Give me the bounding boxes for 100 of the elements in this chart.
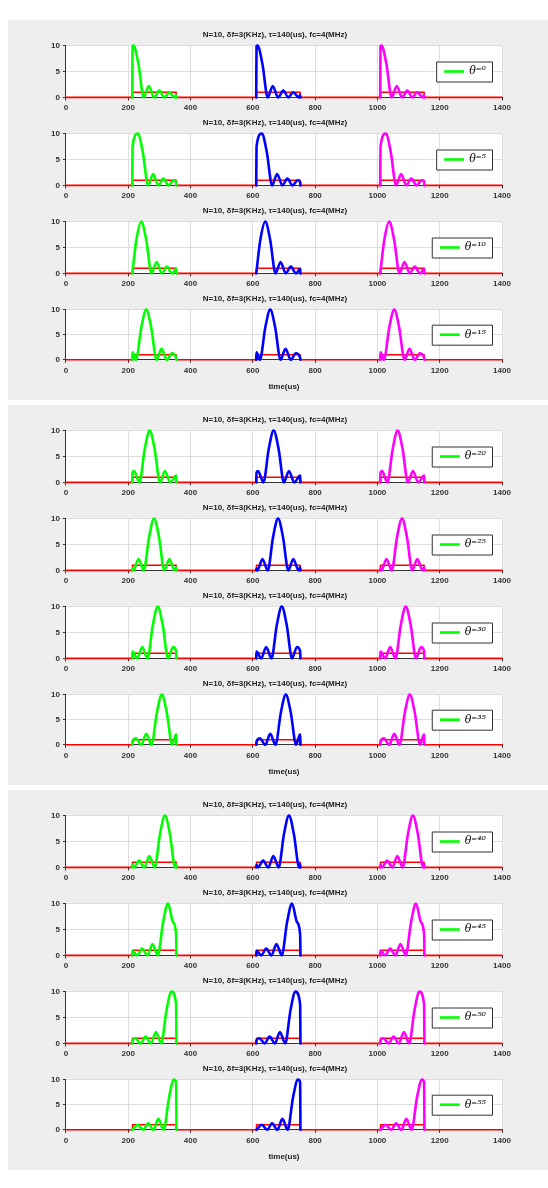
x-tick-label: 600 bbox=[246, 873, 261, 883]
x-tick-label: 400 bbox=[183, 576, 198, 586]
x-tick-label: 1200 bbox=[430, 1135, 450, 1145]
y-tick-label: 5 bbox=[55, 627, 61, 637]
line-series bbox=[378, 902, 426, 957]
x-tick-label: 800 bbox=[308, 1049, 323, 1059]
y-tick-label: 5 bbox=[55, 154, 61, 164]
x-tick-label: 800 bbox=[308, 576, 323, 586]
x-axis-title: time(us) bbox=[268, 1152, 300, 1162]
x-axis-title: time(us) bbox=[268, 767, 300, 777]
legend-label: θ⁼⁵⁰ bbox=[464, 1010, 487, 1024]
y-tick-label: 10 bbox=[50, 513, 61, 523]
legend-label: θ⁼¹⁰ bbox=[464, 240, 487, 254]
x-tick-label: 1400 bbox=[493, 664, 512, 674]
chart-title: N=10, δf=3(KHz), τ=140(us), fc=4(MHz) bbox=[202, 800, 348, 809]
y-tick-label: 0 bbox=[55, 950, 61, 960]
y-tick-label: 5 bbox=[55, 242, 61, 252]
x-tick-label: 1000 bbox=[368, 191, 387, 201]
x-tick-label: 1000 bbox=[368, 1049, 387, 1059]
line-series bbox=[130, 517, 178, 572]
chart-title: N=10, δf=3(KHz), τ=140(us), fc=4(MHz) bbox=[202, 679, 348, 688]
chart-title: N=10, δf=3(KHz), τ=140(us), fc=4(MHz) bbox=[202, 503, 348, 512]
y-tick-label: 0 bbox=[55, 180, 61, 190]
y-tick-label: 5 bbox=[55, 836, 61, 846]
y-tick-label: 0 bbox=[55, 268, 61, 278]
line-series bbox=[130, 429, 178, 484]
x-tick-label: 200 bbox=[121, 873, 136, 883]
chart-title: N=10, δf=3(KHz), τ=140(us), fc=4(MHz) bbox=[202, 1064, 348, 1073]
y-tick-label: 5 bbox=[55, 66, 61, 76]
x-tick-label: 600 bbox=[246, 103, 261, 113]
y-tick-label: 5 bbox=[55, 539, 61, 549]
x-tick-label: 600 bbox=[246, 1135, 261, 1145]
y-tick-label: 10 bbox=[50, 1074, 61, 1084]
x-tick-label: 200 bbox=[121, 488, 136, 498]
x-tick-label: 0 bbox=[63, 488, 69, 498]
x-tick-label: 1000 bbox=[368, 1135, 387, 1145]
x-tick-label: 400 bbox=[183, 961, 198, 971]
x-tick-label: 800 bbox=[308, 365, 323, 375]
x-tick-label: 1000 bbox=[368, 365, 387, 375]
x-tick-label: 200 bbox=[121, 1049, 136, 1059]
chart-title: N=10, δf=3(KHz), τ=140(us), fc=4(MHz) bbox=[202, 888, 348, 897]
x-tick-label: 0 bbox=[63, 103, 69, 113]
line-series bbox=[130, 44, 178, 99]
line-series bbox=[254, 605, 302, 660]
y-tick-label: 5 bbox=[55, 451, 61, 461]
x-tick-label: 1200 bbox=[430, 664, 450, 674]
y-tick-label: 5 bbox=[55, 714, 61, 724]
legend-label: θ⁼³⁰ bbox=[464, 625, 487, 639]
x-tick-label: 200 bbox=[121, 750, 136, 760]
y-tick-label: 5 bbox=[55, 1012, 61, 1022]
x-tick-label: 1000 bbox=[368, 103, 387, 113]
line-series bbox=[378, 814, 426, 869]
y-tick-label: 0 bbox=[55, 565, 61, 575]
x-tick-label: 800 bbox=[308, 191, 323, 201]
x-tick-label: 600 bbox=[246, 664, 261, 674]
y-tick-label: 10 bbox=[50, 128, 61, 138]
x-axis-title: time(us) bbox=[268, 382, 300, 392]
line-series bbox=[254, 517, 302, 572]
x-tick-label: 1400 bbox=[493, 873, 512, 883]
y-tick-label: 10 bbox=[50, 810, 61, 820]
x-tick-label: 200 bbox=[121, 279, 136, 289]
y-tick-label: 5 bbox=[55, 329, 61, 339]
x-tick-label: 200 bbox=[121, 1135, 136, 1145]
line-series bbox=[130, 902, 178, 957]
y-tick-label: 5 bbox=[55, 1099, 61, 1109]
y-tick-label: 0 bbox=[55, 355, 61, 364]
x-tick-label: 600 bbox=[246, 191, 261, 201]
x-tick-label: 600 bbox=[246, 279, 261, 289]
x-tick-label: 0 bbox=[63, 1049, 69, 1059]
legend-label: θ⁼⁴⁰ bbox=[464, 834, 487, 848]
x-tick-label: 1200 bbox=[430, 279, 450, 289]
x-tick-label: 1000 bbox=[368, 873, 387, 883]
line-series bbox=[378, 990, 426, 1045]
x-tick-label: 200 bbox=[121, 103, 136, 113]
x-tick-label: 200 bbox=[121, 191, 136, 201]
x-tick-label: 1400 bbox=[493, 103, 512, 113]
chart-title: N=10, δf=3(KHz), τ=140(us), fc=4(MHz) bbox=[202, 294, 348, 303]
line-series bbox=[130, 220, 178, 275]
x-tick-label: 400 bbox=[183, 873, 198, 883]
x-tick-label: 1000 bbox=[368, 576, 387, 586]
x-tick-label: 800 bbox=[308, 750, 323, 760]
x-tick-label: 600 bbox=[246, 488, 261, 498]
y-tick-label: 5 bbox=[55, 924, 61, 934]
x-tick-label: 800 bbox=[308, 1135, 323, 1145]
x-tick-label: 400 bbox=[183, 664, 198, 674]
x-tick-label: 1200 bbox=[430, 1049, 450, 1059]
x-tick-label: 200 bbox=[121, 576, 136, 586]
line-series bbox=[254, 132, 302, 187]
chart-title: N=10, δf=3(KHz), τ=140(us), fc=4(MHz) bbox=[202, 30, 348, 39]
legend-label: θ⁼²⁵ bbox=[464, 537, 487, 551]
line-series bbox=[130, 132, 178, 187]
x-tick-label: 1400 bbox=[493, 750, 512, 760]
line-series bbox=[378, 44, 426, 99]
x-tick-label: 200 bbox=[121, 664, 136, 674]
x-tick-label: 1000 bbox=[368, 488, 387, 498]
line-series bbox=[378, 220, 426, 275]
x-tick-label: 1400 bbox=[493, 961, 512, 971]
line-series bbox=[254, 429, 302, 484]
y-tick-label: 0 bbox=[55, 862, 61, 872]
x-tick-label: 0 bbox=[63, 873, 69, 883]
